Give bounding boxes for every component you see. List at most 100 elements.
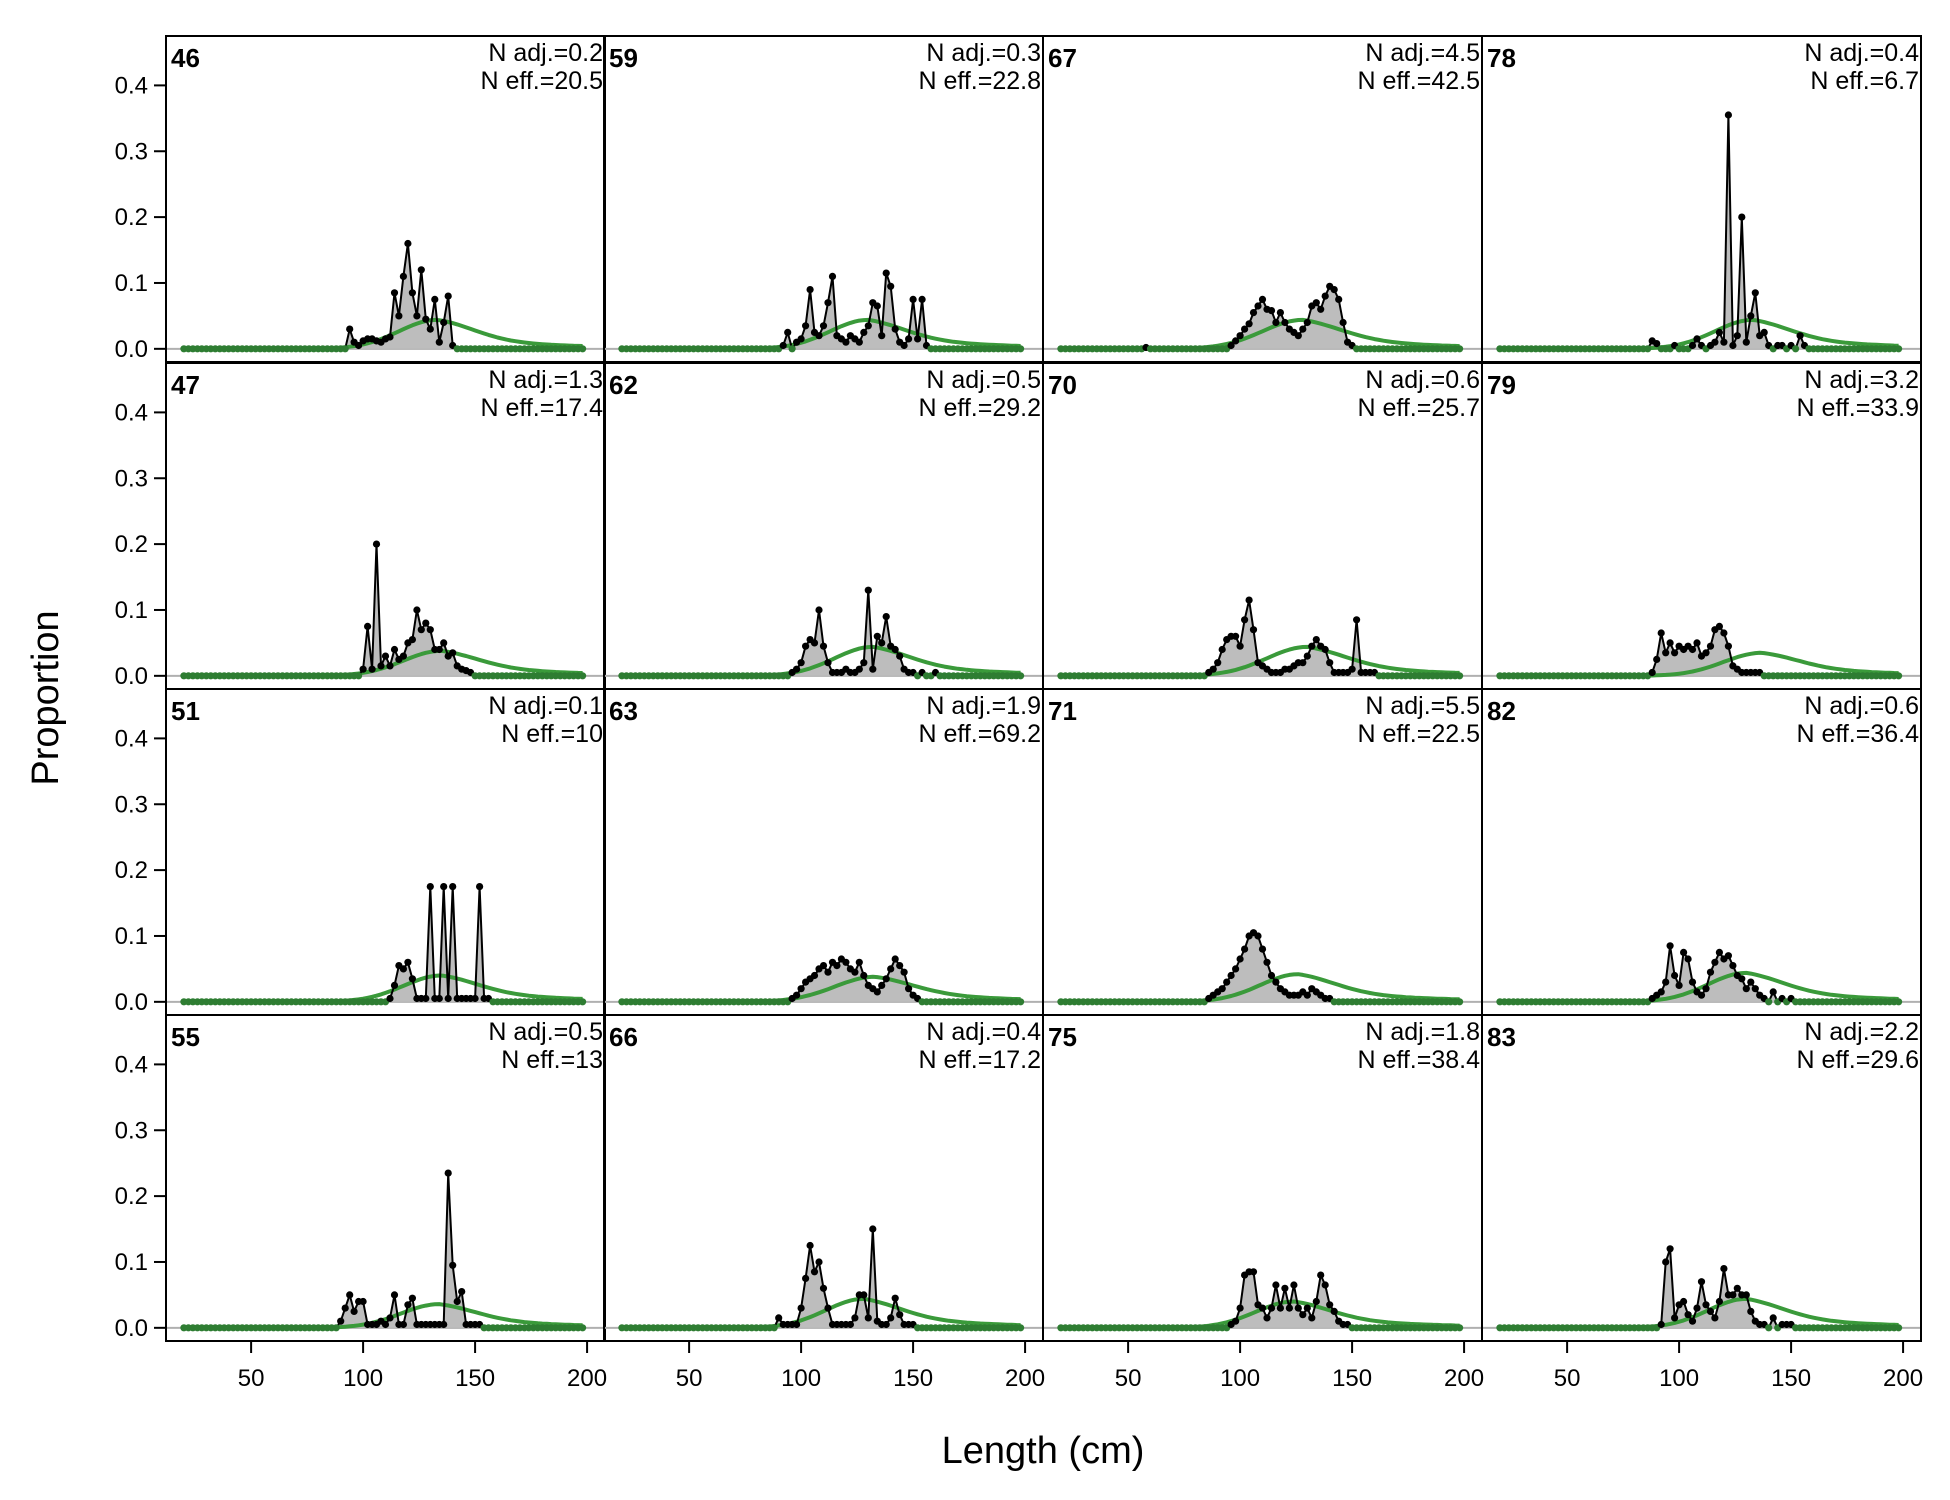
observed-point [364,622,372,631]
observed-point [918,295,926,303]
observed-point [896,652,904,660]
observed-point [797,659,805,667]
observed-point [779,341,787,350]
observed-point [1254,302,1262,310]
observed-point [1294,332,1302,340]
n-adj-label: N adj.=0.6 [1804,692,1919,720]
observed-point [1697,991,1706,999]
panel-46: 46 N adj.=0.2N eff.=20.5 [165,35,606,363]
observed-point [404,1301,412,1309]
observed-point [1666,942,1674,950]
n-adj-label: N adj.=4.5 [1365,39,1480,67]
observed-point [422,994,430,1003]
observed-point [860,1291,868,1299]
observed-point [864,586,872,594]
observed-fill-area [621,273,1021,349]
observed-point [413,606,421,614]
observed-fill-area [183,1173,583,1328]
n-eff-label: N eff.=33.9 [1796,394,1919,422]
n-adj-label: N adj.=0.2 [488,39,603,67]
y-tick-label: 0.2 [115,1183,148,1210]
observed-point [1711,338,1719,346]
observed-point [1693,335,1701,343]
observed-point [1769,988,1777,996]
observed-point [1232,337,1240,345]
observed-point [350,1307,358,1315]
observed-point [1299,325,1307,333]
panel-63: 63 N adj.=1.9N eff.=69.2 [603,688,1044,1016]
observed-point [1711,1314,1719,1322]
observed-point [1249,626,1258,634]
observed-point [1218,645,1226,654]
n-adj-label: N adj.=1.3 [488,366,603,394]
observed-point [1223,978,1231,986]
observed-point [440,639,448,647]
observed-point [770,1324,778,1332]
observed-point [355,341,363,350]
observed-point [1308,1314,1316,1322]
panel-label: 66 [609,1022,638,1052]
observed-point [806,286,814,294]
observed-point [842,338,850,346]
outer-axes: 0.0 0.1 0.2 0.3 0.4 0.0 0.1 0.2 0.3 0.4 0.0 0.1 0.2 0… [115,72,1923,1392]
panel-label: 47 [171,370,200,400]
observed-point [404,958,412,966]
observed-point [1276,309,1284,317]
observed-point [873,302,881,310]
observed-point [797,1304,805,1312]
observed-point [386,333,394,341]
x-tick-label: 150 [455,1365,495,1392]
panel-label: 62 [609,370,638,400]
observed-point [1330,286,1338,294]
observed-point [417,626,425,634]
observed-point [873,988,881,996]
observed-point [1706,642,1715,650]
observed-point [1653,655,1661,664]
observed-point [1675,981,1683,990]
y-tick-label: 0.4 [115,72,148,99]
y-tick-label: 0.3 [115,138,148,165]
observed-point [1258,295,1267,303]
observed-point [1312,636,1320,644]
observed-point [337,1317,345,1325]
x-tick-label: 50 [238,1365,265,1392]
observed-point [1317,1271,1325,1279]
observed-point [368,665,376,673]
observed-point [1657,988,1665,996]
observed-point [1742,1291,1750,1299]
observed-point [819,1284,828,1292]
observed-point [1706,1307,1715,1315]
observed-point [1684,1311,1692,1319]
panel-55: 55 N adj.=0.5N eff.=13 [165,1014,606,1342]
observed-point [1236,332,1244,340]
observed-point [453,1297,461,1306]
observed-point [1249,1268,1258,1276]
observed-point [1657,629,1665,637]
x-axis-title: Length (cm) [942,1430,1145,1472]
observed-point [1747,312,1755,320]
observed-point [887,965,895,973]
observed-point [426,325,434,333]
y-tick-label: 0.2 [115,857,148,884]
observed-point [1276,1304,1284,1312]
observed-point [860,659,868,667]
observed-point [1792,345,1800,353]
observed-point [1751,985,1759,993]
observed-point [1312,299,1320,307]
observed-point [1747,978,1755,986]
observed-point [1895,345,1903,353]
x-tick-label: 200 [1444,1365,1484,1392]
observed-point [1711,958,1719,966]
observed-point [1303,1304,1311,1312]
observed-point [860,971,868,980]
observed-fill-area [1499,1248,1899,1328]
observed-point [855,958,863,966]
observed-point [1263,1314,1271,1322]
observed-point [458,1288,466,1296]
observed-point [824,968,832,976]
observed-point [417,266,425,274]
observed-point [882,975,890,983]
y-tick-label: 0.3 [115,791,148,818]
observed-point [1241,945,1249,953]
panel-label: 79 [1487,370,1516,400]
